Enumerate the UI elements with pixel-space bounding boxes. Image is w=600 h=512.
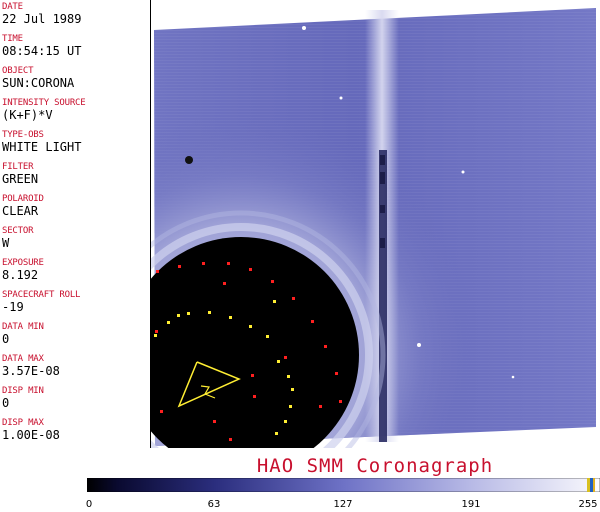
colorbar-tick-63: 63 bbox=[207, 499, 221, 510]
field-label: DISP MIN bbox=[2, 386, 44, 396]
field-sector: SECTOR W bbox=[2, 226, 148, 250]
occulting-disk bbox=[123, 237, 359, 473]
colorbar-tick-0: 0 bbox=[85, 499, 93, 510]
colorbar-end-blue bbox=[590, 478, 593, 492]
orientation-triangle bbox=[177, 361, 241, 408]
field-value: CLEAR bbox=[2, 204, 39, 218]
field-value: 3.57E-08 bbox=[2, 364, 60, 378]
field-label: DATA MAX bbox=[2, 354, 44, 364]
field-object: OBJECT SUN:CORONA bbox=[2, 66, 148, 90]
field-intensity-source: INTENSITY SOURCE (K+F)*V bbox=[2, 98, 148, 122]
field-label: TYPE-OBS bbox=[2, 130, 44, 140]
field-disp-min: DISP MIN 0 bbox=[2, 386, 148, 410]
field-label: INTENSITY SOURCE bbox=[2, 98, 86, 108]
field-label: DISP MAX bbox=[2, 418, 44, 428]
bright-specks bbox=[302, 26, 515, 379]
field-value: WHITE LIGHT bbox=[2, 140, 82, 154]
colorbar-tick-255: 255 bbox=[578, 499, 598, 510]
field-data-max: DATA MAX 3.57E-08 bbox=[2, 354, 148, 378]
field-label: SPACECRAFT ROLL bbox=[2, 290, 81, 300]
yellow-marker-dots bbox=[154, 300, 294, 435]
colorbar-tick-127: 127 bbox=[333, 499, 353, 510]
field-value: GREEN bbox=[2, 172, 39, 186]
field-time: TIME 08:54:15 UT bbox=[2, 34, 148, 58]
red-marker-dots bbox=[155, 262, 342, 441]
colorbar-gradient bbox=[87, 478, 600, 492]
field-label: DATE bbox=[2, 2, 23, 12]
colorbar-end-yellow bbox=[587, 478, 590, 492]
field-value: -19 bbox=[2, 300, 24, 314]
field-label: OBJECT bbox=[2, 66, 34, 76]
field-value: 08:54:15 UT bbox=[2, 44, 82, 58]
field-filter: FILTER GREEN bbox=[2, 162, 148, 186]
dark-blob bbox=[185, 156, 193, 164]
field-value: W bbox=[2, 236, 10, 250]
coronagraph-image-panel bbox=[96, 0, 600, 500]
field-label: EXPOSURE bbox=[2, 258, 44, 268]
field-value: 8.192 bbox=[2, 268, 39, 282]
colorbar-end-orange bbox=[593, 478, 595, 492]
triangle-inner-mark bbox=[200, 385, 216, 399]
instrument-title: HAO SMM Coronagraph bbox=[256, 455, 494, 477]
intensity-colorbar bbox=[87, 478, 600, 492]
field-label: TIME bbox=[2, 34, 23, 44]
field-value: SUN:CORONA bbox=[2, 76, 75, 90]
field-type-obs: TYPE-OBS WHITE LIGHT bbox=[2, 130, 148, 154]
field-label: POLAROID bbox=[2, 194, 44, 204]
field-disp-max: DISP MAX 1.00E-08 bbox=[2, 418, 148, 442]
field-value: (K+F)*V bbox=[2, 108, 53, 122]
field-value: 0 bbox=[2, 332, 10, 346]
field-value: 22 Jul 1989 bbox=[2, 12, 82, 26]
field-spacecraft-roll: SPACECRAFT ROLL -19 bbox=[2, 290, 148, 314]
field-data-min: DATA MIN 0 bbox=[2, 322, 148, 346]
field-exposure: EXPOSURE 8.192 bbox=[2, 258, 148, 282]
streamer-core-shadow bbox=[379, 150, 387, 442]
field-date: DATE 22 Jul 1989 bbox=[2, 2, 148, 26]
field-label: SECTOR bbox=[2, 226, 34, 236]
coronagraph-image bbox=[96, 8, 596, 500]
metadata-sidebar: DATE 22 Jul 1989 TIME 08:54:15 UT OBJECT… bbox=[0, 0, 151, 448]
colorbar-tick-191: 191 bbox=[461, 499, 481, 510]
field-value: 0 bbox=[2, 396, 10, 410]
field-label: FILTER bbox=[2, 162, 34, 172]
field-label: DATA MIN bbox=[2, 322, 44, 332]
field-polaroid: POLAROID CLEAR bbox=[2, 194, 148, 218]
streamer-spots bbox=[380, 155, 385, 248]
field-value: 1.00E-08 bbox=[2, 428, 60, 442]
